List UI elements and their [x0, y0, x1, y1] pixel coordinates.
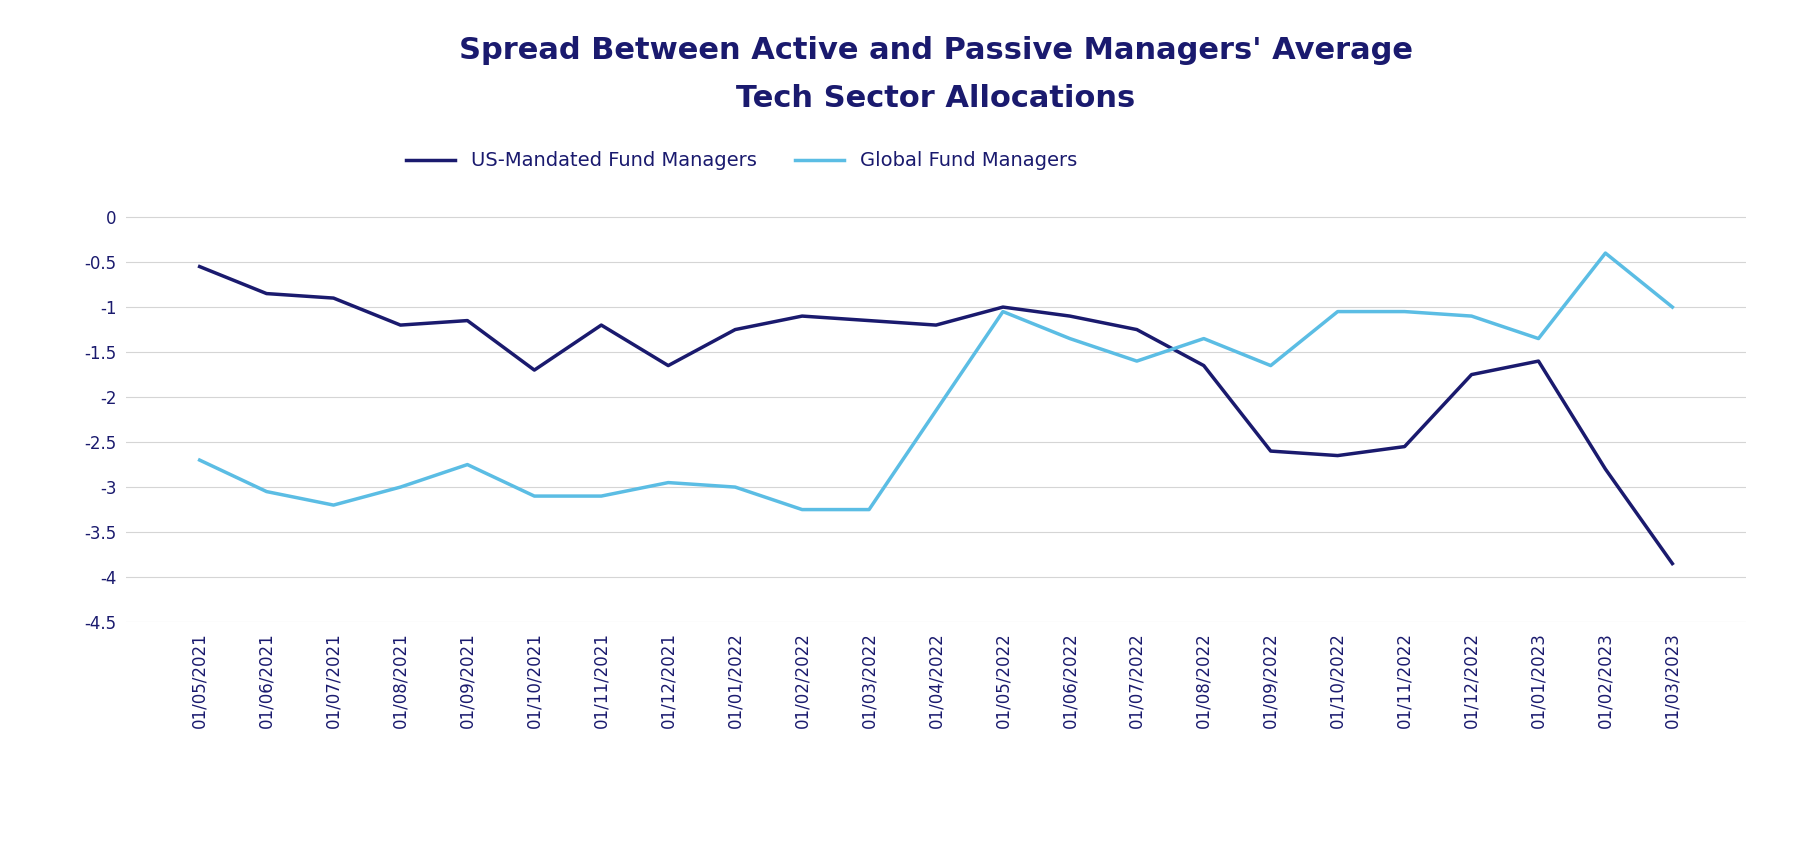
- Title: Spread Between Active and Passive Managers' Average
Tech Sector Allocations: Spread Between Active and Passive Manage…: [459, 36, 1413, 112]
- Global Fund Managers: [256, 486, 277, 497]
- Line: Global Fund Managers: Global Fund Managers: [200, 253, 1672, 510]
- Global Fund Managers: [1393, 307, 1415, 317]
- Global Fund Managers: [524, 491, 545, 501]
- US-Mandated Fund Managers: [524, 365, 545, 375]
- US-Mandated Fund Managers: [1327, 450, 1348, 461]
- Global Fund Managers: [389, 482, 410, 492]
- US-Mandated Fund Managers: [457, 315, 479, 326]
- Global Fund Managers: [724, 482, 745, 492]
- US-Mandated Fund Managers: [1058, 311, 1080, 321]
- Global Fund Managers: [457, 460, 479, 470]
- US-Mandated Fund Managers: [1393, 442, 1415, 452]
- Legend: US-Mandated Fund Managers, Global Fund Managers: US-Mandated Fund Managers, Global Fund M…: [398, 143, 1085, 178]
- Global Fund Managers: [322, 500, 344, 511]
- US-Mandated Fund Managers: [1528, 356, 1550, 366]
- US-Mandated Fund Managers: [1462, 370, 1483, 380]
- Line: US-Mandated Fund Managers: US-Mandated Fund Managers: [200, 267, 1672, 563]
- US-Mandated Fund Managers: [389, 320, 410, 330]
- Global Fund Managers: [1528, 334, 1550, 344]
- US-Mandated Fund Managers: [256, 289, 277, 299]
- US-Mandated Fund Managers: [724, 324, 745, 334]
- US-Mandated Fund Managers: [992, 302, 1013, 312]
- Global Fund Managers: [1193, 334, 1215, 344]
- Global Fund Managers: [792, 505, 814, 515]
- Global Fund Managers: [1661, 302, 1683, 312]
- Global Fund Managers: [1260, 360, 1282, 371]
- US-Mandated Fund Managers: [1595, 464, 1616, 474]
- Global Fund Managers: [657, 478, 679, 488]
- Global Fund Managers: [859, 505, 880, 515]
- Global Fund Managers: [189, 454, 211, 465]
- Global Fund Managers: [1595, 248, 1616, 258]
- US-Mandated Fund Managers: [925, 320, 947, 330]
- Global Fund Managers: [1462, 311, 1483, 321]
- US-Mandated Fund Managers: [1661, 558, 1683, 569]
- Global Fund Managers: [1058, 334, 1080, 344]
- US-Mandated Fund Managers: [1193, 360, 1215, 371]
- US-Mandated Fund Managers: [1260, 446, 1282, 456]
- US-Mandated Fund Managers: [189, 262, 211, 272]
- Global Fund Managers: [925, 405, 947, 416]
- Global Fund Managers: [1327, 307, 1348, 317]
- US-Mandated Fund Managers: [657, 360, 679, 371]
- US-Mandated Fund Managers: [859, 315, 880, 326]
- Global Fund Managers: [590, 491, 612, 501]
- US-Mandated Fund Managers: [1127, 324, 1148, 334]
- Global Fund Managers: [992, 307, 1013, 317]
- Global Fund Managers: [1127, 356, 1148, 366]
- US-Mandated Fund Managers: [590, 320, 612, 330]
- US-Mandated Fund Managers: [792, 311, 814, 321]
- US-Mandated Fund Managers: [322, 293, 344, 303]
